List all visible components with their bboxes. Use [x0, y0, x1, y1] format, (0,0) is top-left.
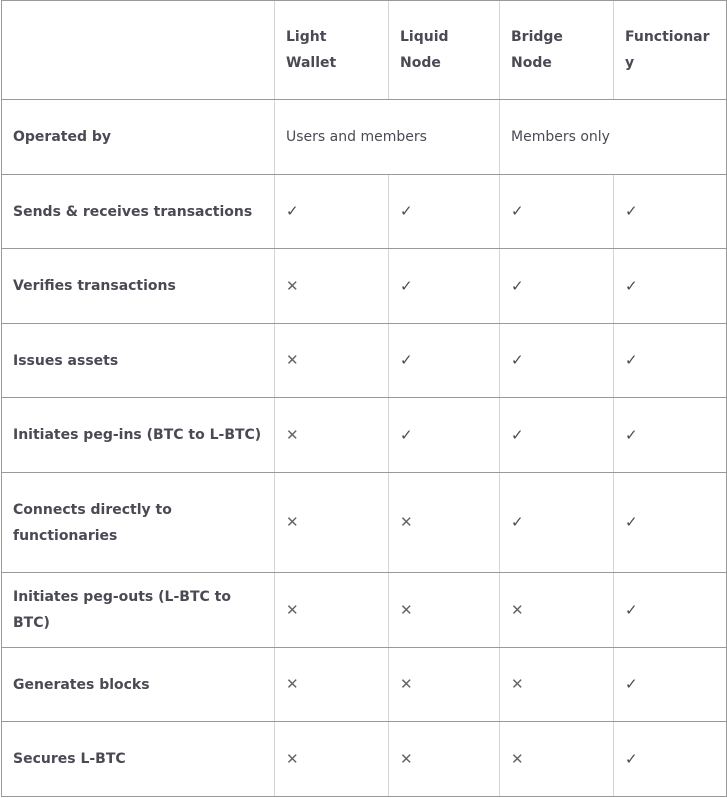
- feature-row: Secures L-BTC ✕ ✕ ✕ ✓: [1, 721, 727, 797]
- feature-cell: ✕: [499, 647, 614, 722]
- feature-cell: ✓: [613, 472, 727, 573]
- feature-cell: ✕: [274, 647, 389, 722]
- check-mark: ✓: [400, 276, 413, 295]
- feature-cell: ✓: [388, 397, 500, 473]
- check-mark: ✓: [286, 202, 299, 220]
- feature-cell: ✓: [388, 323, 500, 398]
- feature-cell: ✕: [274, 397, 389, 473]
- operated-row: Operated by Users and members Members only: [1, 99, 727, 175]
- check-mark: ✓: [400, 425, 413, 444]
- feature-row: Verifies transactions ✕ ✓ ✓ ✓: [1, 248, 727, 324]
- feature-cell: ✓: [613, 647, 727, 722]
- corner-cell: [1, 0, 275, 100]
- row-label: Operated by: [1, 99, 275, 175]
- feature-row: Connects directly to functionaries ✕ ✕ ✓ ✓: [1, 472, 727, 573]
- cross-mark: ✕: [400, 600, 413, 619]
- feature-cell: ✕: [499, 721, 614, 797]
- check-mark: ✓: [625, 425, 638, 444]
- feature-cell: ✕: [274, 572, 389, 648]
- check-mark: ✓: [400, 351, 413, 369]
- cross-mark: ✕: [286, 675, 299, 693]
- feature-cell: ✓: [388, 248, 500, 324]
- check-mark: ✓: [400, 202, 413, 220]
- cross-mark: ✕: [400, 675, 413, 693]
- check-mark: ✓: [511, 351, 524, 369]
- feature-cell: ✕: [274, 472, 389, 573]
- feature-cell: ✕: [274, 323, 389, 398]
- header-row: Light Wallet Liquid Node Bridge Node Functi…: [1, 0, 727, 100]
- feature-cell: ✓: [613, 174, 727, 249]
- check-mark: ✓: [625, 513, 638, 531]
- feature-cell: ✕: [274, 721, 389, 797]
- feature-cell: ✓: [613, 248, 727, 324]
- check-mark: ✓: [511, 513, 524, 531]
- cross-mark: ✕: [286, 749, 299, 768]
- feature-row: Initiates peg-outs (L-BTC to BTC) ✕ ✕ ✕ ✓: [1, 572, 727, 648]
- feature-cell: ✓: [613, 572, 727, 648]
- column-header: Bridge Node: [499, 0, 614, 100]
- row-label: Verifies transactions: [1, 248, 275, 324]
- feature-cell: ✕: [388, 472, 500, 573]
- check-mark: ✓: [511, 202, 524, 220]
- cross-mark: ✕: [400, 513, 413, 531]
- feature-cell: ✕: [274, 248, 389, 324]
- cross-mark: ✕: [286, 276, 299, 295]
- row-label: Connects directly to functionaries: [1, 472, 275, 573]
- feature-cell: ✓: [499, 397, 614, 473]
- check-mark: ✓: [625, 749, 638, 768]
- row-label: Issues assets: [1, 323, 275, 398]
- feature-row: Sends & receives transactions ✓ ✓ ✓ ✓: [1, 174, 727, 249]
- feature-cell: ✓: [499, 472, 614, 573]
- feature-cell: ✕: [499, 572, 614, 648]
- check-mark: ✓: [625, 202, 638, 220]
- row-label: Sends & receives transactions: [1, 174, 275, 249]
- row-label: Initiates peg-ins (BTC to L-BTC): [1, 397, 275, 473]
- operated-cell: Users and members: [274, 99, 500, 175]
- cross-mark: ✕: [286, 513, 299, 531]
- cross-mark: ✕: [511, 749, 524, 768]
- feature-row: Generates blocks ✕ ✕ ✕ ✓: [1, 647, 727, 722]
- cross-mark: ✕: [286, 351, 299, 369]
- cross-mark: ✕: [286, 425, 299, 444]
- feature-cell: ✓: [274, 174, 389, 249]
- cross-mark: ✕: [286, 600, 299, 619]
- column-header: Light Wallet: [274, 0, 389, 100]
- feature-cell: ✓: [499, 174, 614, 249]
- cross-mark: ✕: [511, 600, 524, 619]
- feature-cell: ✓: [613, 721, 727, 797]
- cross-mark: ✕: [511, 675, 524, 693]
- cross-mark: ✕: [400, 749, 413, 768]
- row-label: Initiates peg-outs (L-BTC to BTC): [1, 572, 275, 648]
- feature-cell: ✓: [499, 323, 614, 398]
- row-label: Secures L-BTC: [1, 721, 275, 797]
- column-header: Liquid Node: [388, 0, 500, 100]
- feature-cell: ✓: [613, 397, 727, 473]
- check-mark: ✓: [625, 351, 638, 369]
- check-mark: ✓: [625, 675, 638, 693]
- check-mark: ✓: [625, 276, 638, 295]
- check-mark: ✓: [511, 276, 524, 295]
- column-header: Functionary: [613, 0, 727, 100]
- check-mark: ✓: [511, 425, 524, 444]
- row-label: Generates blocks: [1, 647, 275, 722]
- feature-row: Initiates peg-ins (BTC to L-BTC) ✕ ✓ ✓ ✓: [1, 397, 727, 473]
- feature-row: Issues assets ✕ ✓ ✓ ✓: [1, 323, 727, 398]
- feature-cell: ✕: [388, 721, 500, 797]
- feature-cell: ✕: [388, 647, 500, 722]
- feature-cell: ✓: [613, 323, 727, 398]
- operated-cell: Members only: [499, 99, 727, 175]
- feature-cell: ✕: [388, 572, 500, 648]
- feature-cell: ✓: [499, 248, 614, 324]
- feature-cell: ✓: [388, 174, 500, 249]
- check-mark: ✓: [625, 600, 638, 619]
